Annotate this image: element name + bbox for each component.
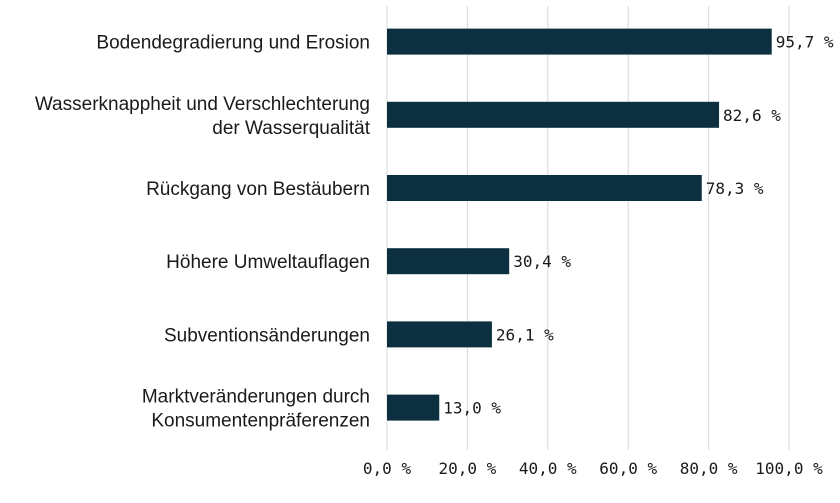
x-tick-label: 80,0 % bbox=[680, 459, 738, 478]
data-label: 26,1 % bbox=[496, 325, 554, 344]
bar bbox=[387, 321, 492, 348]
data-label: 78,3 % bbox=[706, 179, 764, 198]
x-tick-label: 100,0 % bbox=[755, 459, 823, 478]
category-label: Höhere Umweltauflagen bbox=[166, 252, 370, 273]
x-tick-label: 40,0 % bbox=[519, 459, 577, 478]
data-label: 30,4 % bbox=[513, 252, 571, 271]
category-labels: Bodendegradierung und Erosion Wasserknapp… bbox=[35, 33, 371, 432]
bar bbox=[387, 101, 720, 128]
category-label: Rückgang von Bestäubern bbox=[146, 179, 370, 200]
data-label: 13,0 % bbox=[443, 399, 501, 418]
x-tick-label: 20,0 % bbox=[439, 459, 497, 478]
data-label: 82,6 % bbox=[723, 106, 781, 125]
category-label: Subventionsänderungen bbox=[164, 325, 370, 346]
category-label: Marktveränderungen durch bbox=[142, 387, 370, 408]
data-label: 95,7 % bbox=[776, 33, 834, 52]
category-label: Konsumentenpräferenzen bbox=[151, 411, 370, 432]
bar bbox=[387, 175, 702, 201]
x-tick-label: 60,0 % bbox=[599, 459, 657, 478]
bar bbox=[387, 394, 440, 421]
x-axis-tick-labels: 0,0 % 20,0 % 40,0 % 60,0 % 80,0 % 100,0 % bbox=[363, 459, 823, 478]
x-tick-label: 0,0 % bbox=[363, 459, 412, 478]
category-label: Wasserknappheit und Verschlechterung bbox=[35, 94, 370, 115]
gridlines bbox=[386, 6, 790, 450]
bar bbox=[387, 28, 772, 55]
bar bbox=[387, 248, 510, 275]
bars bbox=[387, 28, 772, 421]
value-labels: 95,7 % 82,6 % 78,3 % 30,4 % 26,1 % 13,0 % bbox=[443, 33, 834, 418]
category-label: Bodendegradierung und Erosion bbox=[96, 33, 370, 54]
category-label: der Wasserqualität bbox=[212, 118, 370, 139]
